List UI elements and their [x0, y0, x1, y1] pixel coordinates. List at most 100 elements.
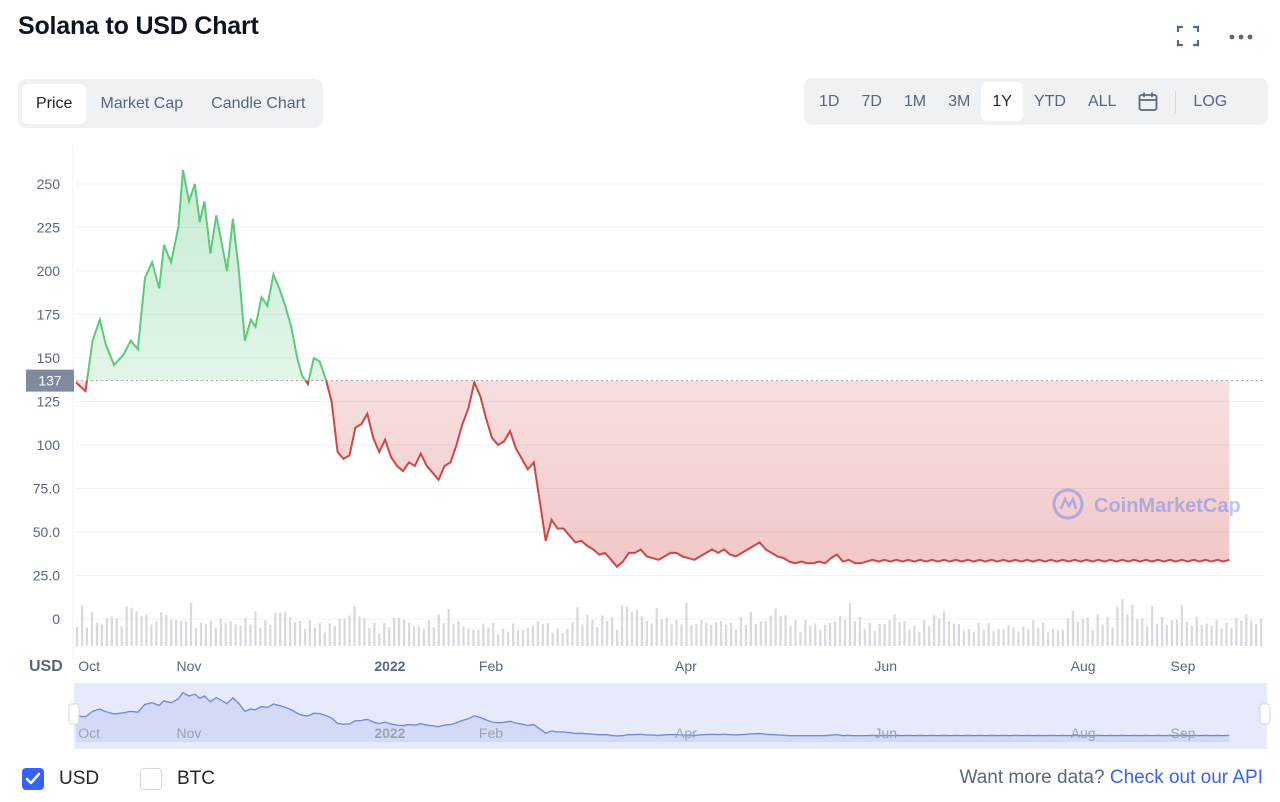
price-chart[interactable]: 250 225 200 175 150 125 100 75.0 50.0 25.0 0 137 C…	[0, 140, 1280, 755]
volume-bar	[853, 621, 857, 646]
more-horizontal-icon[interactable]	[1226, 22, 1256, 50]
volume-bar	[933, 614, 936, 646]
range-1d[interactable]: 1D	[819, 92, 840, 110]
tab-price[interactable]: Price	[22, 83, 87, 124]
volume-bar	[189, 602, 193, 646]
volume-bar	[516, 629, 520, 646]
volume-bar	[888, 620, 891, 646]
volume-bar	[541, 623, 544, 646]
volume-bar	[353, 605, 356, 646]
volume-bar	[467, 628, 470, 646]
tab-candle-chart[interactable]: Candle Chart	[211, 94, 306, 112]
volume-bar	[997, 629, 1000, 646]
volume-bar	[759, 621, 762, 646]
volume-bar	[1047, 632, 1050, 646]
volume-bar	[100, 624, 103, 646]
volume-bar	[1071, 610, 1074, 646]
volume-bar	[269, 624, 272, 646]
volume-bar	[180, 620, 183, 646]
volume-bar	[863, 629, 866, 646]
volume-bar	[1051, 628, 1055, 646]
volume-bar	[289, 617, 292, 646]
volume-bar	[521, 629, 525, 646]
volume-bar	[566, 628, 569, 646]
range-navigator[interactable]: Oct Nov 2022 Feb Apr Jun Aug Sep	[68, 683, 1271, 749]
volume-bar	[1002, 629, 1005, 646]
volume-bar	[715, 621, 718, 646]
volume-bar	[1230, 627, 1233, 646]
range-7d[interactable]: 7D	[861, 92, 882, 110]
volume-bar	[457, 621, 460, 646]
volume-bar	[1022, 626, 1025, 646]
volume-bar	[412, 626, 416, 646]
api-link[interactable]: Check out our API	[1109, 767, 1263, 788]
volume-bar	[1131, 604, 1134, 646]
volume-bar	[239, 625, 242, 646]
volume-bar	[824, 624, 827, 646]
y-tick-label: 75.0	[33, 481, 60, 497]
volume-bar	[665, 617, 668, 646]
expand-icon[interactable]	[1173, 22, 1203, 50]
volume-bar	[150, 624, 153, 646]
coinmarketcap-logo-icon	[1052, 488, 1084, 520]
y-tick-label: 100	[37, 437, 61, 453]
volume-bar	[1210, 625, 1213, 646]
price-line-down	[75, 380, 1230, 569]
volume-bar	[383, 622, 386, 646]
volume-bar	[739, 617, 743, 646]
volume-bar	[95, 622, 99, 646]
volume-bar	[947, 620, 951, 646]
y-axis-ticks: 250 225 200 175 150 125 100 75.0 50.0 25.0 0	[33, 176, 60, 627]
volume-bar	[695, 623, 698, 646]
volume-bar	[957, 624, 961, 646]
volume-bar	[219, 619, 222, 646]
tab-market-cap[interactable]: Market Cap	[100, 94, 184, 112]
x-axis-ticks: Oct Nov 2022 Feb Apr Jun Aug Sep	[78, 658, 1195, 674]
range-1m[interactable]: 1M	[903, 92, 927, 110]
volume-bar	[967, 628, 970, 646]
range-3m[interactable]: 3M	[948, 92, 971, 110]
volume-bar	[591, 619, 594, 646]
watermark-text: CoinMarketCap	[1094, 495, 1241, 517]
navigator-x-label: Aug	[1071, 725, 1096, 741]
volume-bars	[76, 598, 1263, 646]
price-area-down	[76, 380, 1230, 567]
range-all[interactable]: ALL	[1087, 92, 1117, 110]
volume-bar	[744, 624, 748, 646]
volume-bar	[1245, 614, 1248, 646]
volume-bar	[492, 622, 495, 646]
range-ytd[interactable]: YTD	[1033, 92, 1066, 110]
volume-bar	[328, 623, 331, 646]
volume-bar	[928, 625, 931, 646]
x-tick-label: Nov	[177, 658, 202, 674]
volume-bar	[204, 624, 208, 646]
volume-bar	[1056, 630, 1060, 646]
volume-bar	[229, 621, 232, 646]
volume-bar	[1190, 625, 1193, 646]
x-tick-label: Aug	[1071, 658, 1096, 674]
calendar-icon[interactable]	[1127, 82, 1169, 121]
volume-bar	[938, 618, 941, 646]
volume-bar	[952, 623, 956, 646]
navigator-handle-right[interactable]	[1259, 703, 1271, 725]
x-tick-label: Oct	[78, 658, 100, 674]
volume-bar	[1061, 629, 1065, 646]
volume-bar	[259, 627, 262, 646]
volume-bar	[942, 611, 946, 646]
volume-bar	[655, 608, 658, 646]
volume-bar	[437, 614, 440, 646]
volume-bar	[606, 620, 609, 646]
volume-bar	[987, 623, 990, 646]
usd-checkbox[interactable]	[22, 768, 44, 790]
navigator-handle-left[interactable]	[68, 703, 80, 725]
volume-bar	[1160, 617, 1164, 646]
log-toggle[interactable]: LOG	[1193, 92, 1228, 110]
btc-checkbox[interactable]	[140, 768, 162, 790]
volume-bar	[734, 629, 738, 646]
volume-bar	[833, 621, 837, 646]
volume-bar	[80, 605, 84, 646]
range-1y[interactable]: 1Y	[981, 82, 1023, 121]
x-tick-label: Jun	[874, 658, 897, 674]
volume-bar	[962, 630, 965, 646]
more-data-prompt: Want more data? Check out our API	[960, 767, 1263, 789]
